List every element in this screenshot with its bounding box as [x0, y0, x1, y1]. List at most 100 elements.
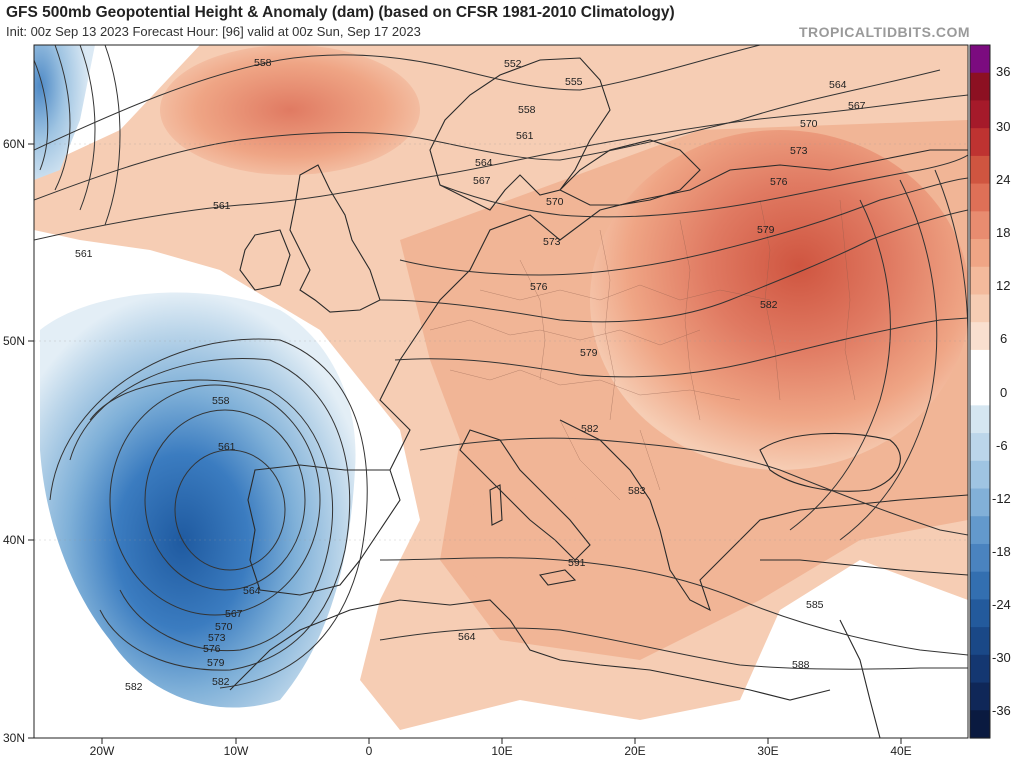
- contour-label: 573: [543, 236, 561, 248]
- map-subtitle: Init: 00z Sep 13 2023 Forecast Hour: [96…: [6, 24, 421, 39]
- contour-label: 582: [581, 423, 599, 435]
- contour-label: 588: [792, 659, 810, 671]
- colorbar-segment: [970, 543, 990, 573]
- contour-label: 561: [213, 200, 231, 212]
- colorbar-label: 12: [996, 278, 1010, 293]
- contour-label: 579: [580, 347, 598, 359]
- colorbar-label: -36: [992, 703, 1011, 718]
- colorbar-segment: [970, 682, 990, 711]
- lat-label-30n: 30N: [3, 731, 25, 745]
- map-area: 552 555 558 561 564 567 570 573 576 579 …: [34, 45, 968, 738]
- warm-anomaly-core-north: [160, 45, 420, 175]
- colorbar-segment: [970, 433, 990, 462]
- colorbar-segment: [970, 377, 990, 406]
- colorbar-segment: [970, 516, 990, 545]
- political-borders: [429, 199, 856, 501]
- contour-labels: 552 555 558 561 564 567 570 573 576 579 …: [75, 57, 866, 693]
- colorbar-segment: [970, 128, 990, 157]
- watermark: TROPICALTIDBITS.COM: [798, 24, 970, 40]
- contour-label: 564: [829, 79, 847, 91]
- colorbar-segment: [970, 488, 990, 517]
- colorbar-label: 24: [996, 172, 1010, 187]
- contour-label: 573: [790, 145, 808, 157]
- latitude-axis: 60N 50N 40N 30N: [3, 137, 34, 745]
- contour-label: 576: [530, 281, 548, 293]
- colorbar-segment: [970, 266, 990, 296]
- contour-label: 591: [568, 557, 586, 569]
- contour-label: 564: [458, 631, 476, 643]
- colorbar-segment: [970, 155, 990, 185]
- colorbar-segment: [970, 710, 990, 739]
- colorbar-label: -24: [992, 597, 1011, 612]
- graticule: [34, 143, 968, 541]
- colorbar-segment: [970, 211, 990, 240]
- lon-label-40e: 40E: [890, 744, 911, 757]
- contour-label: 582: [212, 676, 230, 688]
- contour-label: 555: [565, 76, 583, 88]
- colorbar-label: -30: [992, 650, 1011, 665]
- colorbar-frame: [969, 44, 991, 739]
- colorbar-label: -18: [992, 544, 1011, 559]
- colorbar-segment: [970, 654, 990, 684]
- contour-label: 570: [800, 118, 818, 130]
- contour-label: 564: [475, 157, 493, 169]
- colorbar-segment: [970, 627, 990, 656]
- colorbar-segment: [970, 349, 990, 379]
- lat-label-60n: 60N: [3, 137, 25, 151]
- lat-label-50n: 50N: [3, 334, 25, 348]
- colorbar-label: -6: [996, 438, 1008, 453]
- colorbar: [970, 45, 990, 739]
- warm-anomaly-core-east: [590, 130, 968, 470]
- contour-label: 576: [770, 176, 788, 188]
- contour-label: 561: [75, 248, 93, 260]
- contour-label: 561: [218, 441, 236, 453]
- colorbar-segment: [970, 45, 990, 74]
- lon-label-30e: 30E: [757, 744, 778, 757]
- colorbar-segment: [970, 571, 990, 600]
- contour-label: 558: [212, 395, 230, 407]
- contour-label: 570: [215, 621, 233, 633]
- contour-label: 567: [473, 175, 491, 187]
- contour-label: 579: [207, 657, 225, 669]
- contour-label: 583: [628, 485, 646, 497]
- colorbar-segment: [970, 294, 990, 323]
- cold-anomaly-northwest: [34, 45, 95, 180]
- lon-label-10w: 10W: [224, 744, 249, 757]
- colorbar-label: 6: [1000, 331, 1007, 346]
- contour-label: 585: [806, 599, 824, 611]
- contour-label: 564: [243, 585, 261, 597]
- colorbar-label: 36: [996, 64, 1010, 79]
- contour-label: 582: [125, 681, 143, 693]
- lon-label-20e: 20E: [624, 744, 645, 757]
- colorbar-segment: [970, 405, 990, 434]
- colorbar-label: 18: [996, 225, 1010, 240]
- contour-label: 558: [518, 104, 536, 116]
- colorbar-segment: [970, 72, 990, 102]
- colorbar-segment: [970, 322, 990, 351]
- lon-label-0: 0: [366, 744, 373, 757]
- contour-label: 567: [848, 100, 866, 112]
- lon-label-20w: 20W: [90, 744, 115, 757]
- contour-label: 579: [757, 224, 775, 236]
- colorbar-label: 30: [996, 119, 1010, 134]
- colorbar-segment: [970, 599, 990, 628]
- lon-label-10e: 10E: [491, 744, 512, 757]
- map-frame: [33, 44, 969, 739]
- colorbar-segment: [970, 183, 990, 212]
- colorbar-segment: [970, 100, 990, 129]
- lat-label-40n: 40N: [3, 533, 25, 547]
- contour-label: 561: [516, 130, 534, 142]
- colorbar-label: -12: [992, 491, 1011, 506]
- colorbar-segment: [970, 460, 990, 490]
- longitude-axis: 20W 10W 0 10E 20E 30E 40E: [90, 738, 912, 757]
- contour-label: 582: [760, 299, 778, 311]
- map-title: GFS 500mb Geopotential Height & Anomaly …: [6, 4, 675, 21]
- colorbar-label: 0: [1000, 385, 1007, 400]
- contour-label: 558: [254, 57, 272, 69]
- contour-label: 576: [203, 643, 221, 655]
- contour-label: 567: [225, 608, 243, 620]
- contour-label: 552: [504, 58, 522, 70]
- contour-label: 573: [208, 632, 226, 644]
- colorbar-labels: 36 30 24 18 12 6 0 -6 -12 -18 -24 -30 -3…: [992, 64, 1011, 718]
